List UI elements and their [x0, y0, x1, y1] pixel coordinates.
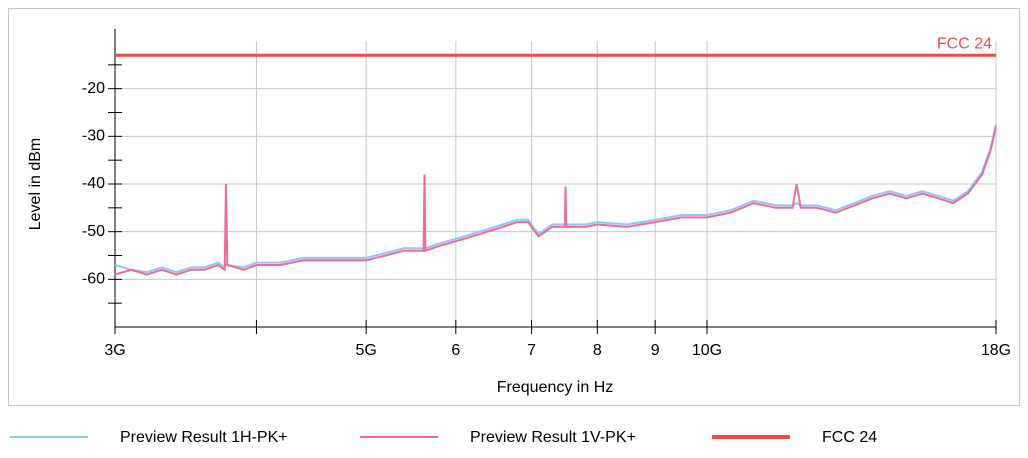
series-line	[114, 124, 997, 274]
chart-frame	[8, 8, 1020, 406]
y-tick-label: -30	[82, 128, 105, 145]
x-tick-label: 7	[527, 342, 536, 359]
x-tick-label: 8	[593, 342, 602, 359]
x-tick-label: 10G	[692, 342, 722, 359]
legend-label: Preview Result 1V-PK+	[470, 429, 636, 446]
y-tick-label: -60	[82, 271, 105, 288]
x-tick-label: 18G	[981, 342, 1011, 359]
x-axis-label: Frequency in Hz	[497, 379, 614, 396]
legend-label: FCC 24	[822, 429, 877, 446]
legend-label: Preview Result 1H-PK+	[120, 429, 288, 446]
y-tick-label: -20	[82, 80, 105, 97]
x-tick-label: 6	[451, 342, 460, 359]
limit-label: FCC 24	[937, 36, 992, 53]
series-line	[114, 126, 997, 276]
x-tick-label: 5G	[355, 342, 376, 359]
y-tick-label: -40	[82, 175, 105, 192]
x-tick-label: 9	[651, 342, 660, 359]
y-tick-label: -50	[82, 223, 105, 240]
y-axis-label: Level in dBm	[27, 138, 44, 231]
x-tick-label: 3G	[104, 342, 125, 359]
